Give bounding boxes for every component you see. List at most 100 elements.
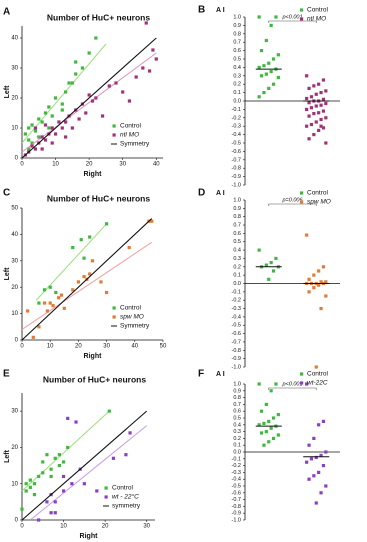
point — [37, 474, 41, 479]
y-tick-label: -0.5 — [232, 483, 241, 489]
chart-title: Number of HuC+ neurons — [43, 374, 146, 384]
point — [321, 97, 326, 101]
point — [127, 99, 132, 103]
point — [314, 455, 318, 460]
point — [37, 135, 41, 139]
legend-key — [104, 495, 108, 499]
point — [88, 235, 92, 239]
point — [307, 277, 311, 281]
point — [267, 277, 271, 281]
point — [134, 75, 138, 79]
y-tick-label: 0.5 — [233, 56, 241, 62]
y-tick-label: 0.5 — [233, 239, 241, 245]
point — [317, 269, 321, 273]
point — [20, 507, 24, 511]
chart-title: Number of HuC+ neurons — [47, 193, 150, 203]
y-tick-label: -0.3 — [232, 306, 241, 312]
point — [37, 301, 41, 305]
point — [60, 108, 64, 112]
point — [71, 246, 75, 250]
point — [43, 123, 48, 127]
y-axis-label: Left — [4, 267, 11, 281]
point — [84, 111, 88, 115]
y-tick-label: 30 — [11, 258, 18, 264]
legend-key — [300, 8, 304, 12]
point — [50, 114, 54, 118]
point — [257, 15, 261, 19]
fit-line — [21, 52, 157, 153]
y-tick-label: 0.0 — [233, 98, 241, 104]
y-tick-label: 0.2 — [233, 82, 241, 88]
point — [40, 147, 44, 151]
point — [317, 111, 321, 115]
point — [74, 60, 78, 64]
y-tick-label: 30 — [11, 66, 18, 72]
point — [267, 61, 271, 65]
point — [319, 91, 323, 95]
point — [107, 84, 111, 88]
point — [317, 128, 321, 132]
point — [53, 96, 58, 100]
point — [71, 288, 75, 292]
y-tick-label: 0.4 — [233, 65, 241, 71]
y-tick-label: 0.9 — [233, 23, 241, 29]
point — [70, 81, 74, 85]
point — [79, 238, 83, 242]
x-tick-label: 20 — [86, 162, 93, 168]
y-tick-label: -0.6 — [232, 490, 241, 496]
panel-label: B — [198, 5, 205, 16]
point — [53, 132, 58, 136]
y-tick-label: 0.4 — [233, 248, 241, 254]
point — [26, 309, 30, 313]
x-tick-label: 10 — [47, 344, 54, 350]
y-tick-label: -0.7 — [232, 497, 241, 503]
point — [66, 416, 70, 420]
point — [317, 423, 321, 427]
point — [264, 402, 268, 406]
point — [28, 485, 32, 489]
point — [107, 409, 111, 413]
point — [324, 116, 328, 120]
legend-key — [112, 315, 116, 319]
point — [312, 286, 316, 290]
point — [23, 132, 27, 136]
y-tick-label: 30 — [11, 409, 18, 415]
y-tick-label: 20 — [11, 285, 18, 291]
point — [82, 256, 86, 260]
point — [27, 126, 31, 130]
y-tick-label: 0.0 — [233, 281, 241, 287]
point — [314, 501, 318, 505]
panel-label: E — [3, 369, 10, 380]
legend-key — [112, 133, 116, 137]
point — [33, 147, 38, 151]
legend-label: Control — [307, 7, 329, 14]
point — [274, 382, 278, 386]
point — [305, 96, 309, 101]
y-tick-label: 0 — [15, 156, 19, 162]
y-tick-label: 0.0 — [233, 449, 241, 455]
y-tick-label: 0.3 — [233, 429, 241, 435]
point — [314, 120, 318, 124]
point — [324, 141, 328, 145]
x-tick-label: 0 — [20, 344, 24, 350]
y-tick-label: 10 — [11, 126, 18, 132]
point — [62, 306, 66, 310]
point — [37, 518, 41, 522]
point — [114, 81, 118, 85]
point — [47, 105, 51, 109]
point — [47, 126, 51, 130]
x-tick-label: 20 — [75, 344, 82, 350]
y-tick-label: 0.1 — [233, 443, 241, 449]
point — [141, 66, 145, 70]
x-tick-label: 40 — [153, 162, 160, 168]
point — [305, 460, 309, 464]
legend-label: spw MO — [307, 199, 331, 206]
point — [276, 53, 280, 57]
point — [312, 112, 316, 116]
legend-key — [300, 381, 304, 385]
y-tick-label: 1.0 — [233, 381, 241, 387]
significance-bracket — [268, 203, 317, 206]
point — [317, 470, 321, 474]
point — [312, 436, 316, 440]
